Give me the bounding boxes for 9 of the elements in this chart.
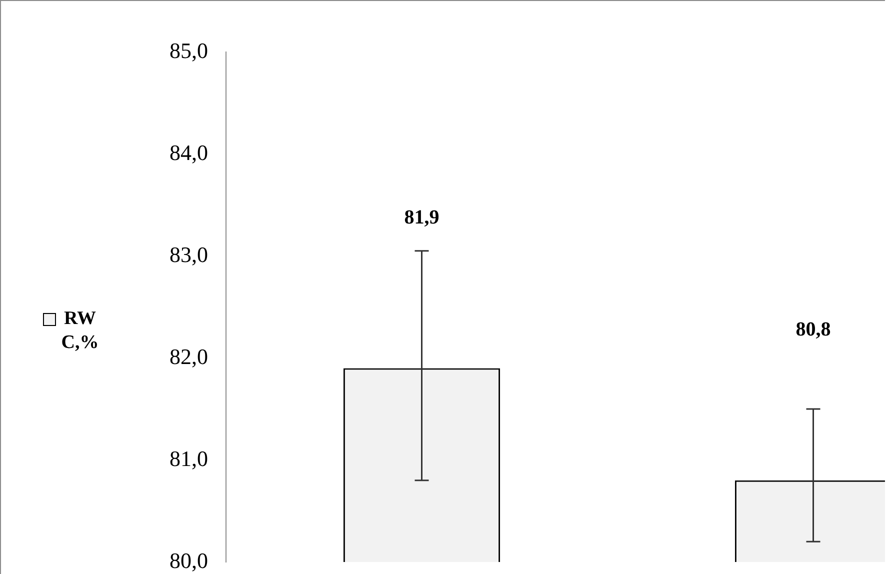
y-tick-label: 85,0 [170, 38, 208, 63]
text: RW C,% [60, 307, 100, 355]
text: 81,9 [404, 206, 440, 228]
text: 80,8 [796, 318, 831, 341]
y-tick-label: 83,0 [170, 242, 208, 267]
y-tick-label: 81,0 [170, 446, 208, 471]
y-tick-label: 80,0 [170, 548, 208, 573]
y-tick-label: 82,0 [170, 344, 208, 369]
y-tick-label: 84,0 [170, 140, 208, 165]
